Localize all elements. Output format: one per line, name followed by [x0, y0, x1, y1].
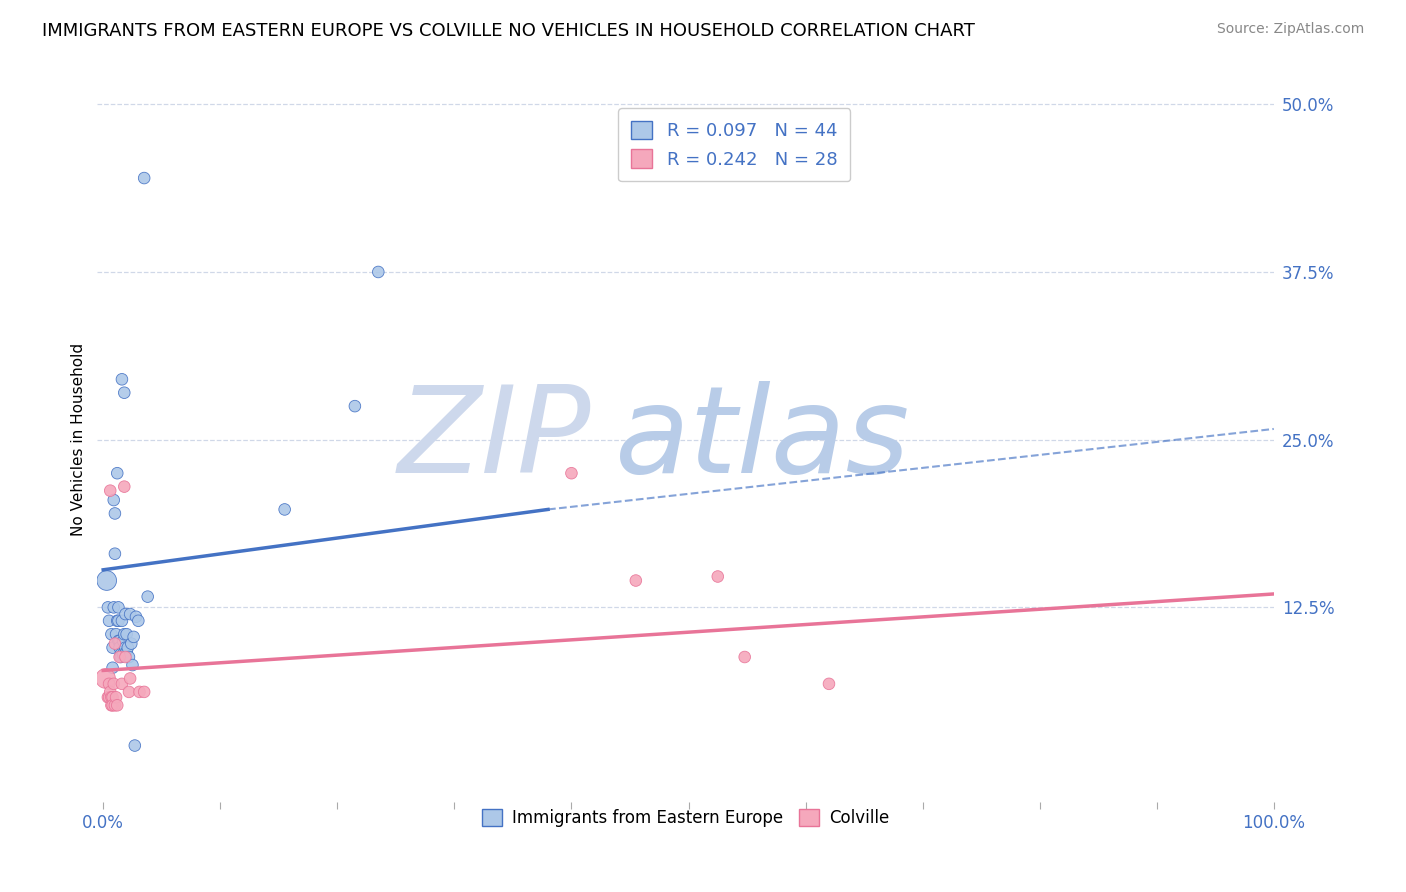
Point	[108, 640, 131, 655]
Text: IMMIGRANTS FROM EASTERN EUROPE VS COLVILLE NO VEHICLES IN HOUSEHOLD CORRELATION : IMMIGRANTS FROM EASTERN EUROPE VS COLVIL…	[42, 22, 974, 40]
Point	[112, 648, 135, 662]
Point	[98, 483, 121, 498]
Point	[111, 614, 134, 628]
Point	[707, 569, 730, 583]
Point	[101, 661, 124, 675]
Point	[115, 645, 138, 659]
Point	[134, 171, 156, 186]
Point	[104, 637, 127, 651]
Point	[127, 614, 149, 628]
Point	[104, 507, 127, 521]
Point	[103, 677, 125, 691]
Point	[112, 634, 135, 648]
Point	[125, 609, 148, 624]
Point	[118, 650, 141, 665]
Y-axis label: No Vehicles in Household: No Vehicles in Household	[72, 343, 86, 536]
Point	[107, 614, 129, 628]
Point	[110, 648, 132, 662]
Point	[105, 690, 128, 705]
Point	[98, 685, 121, 699]
Point	[97, 690, 120, 705]
Point	[104, 547, 127, 561]
Point	[105, 698, 128, 713]
Point	[114, 640, 136, 655]
Point	[111, 372, 134, 386]
Point	[100, 698, 122, 713]
Point	[120, 637, 142, 651]
Text: atlas: atlas	[614, 381, 910, 498]
Point	[734, 650, 756, 665]
Point	[105, 467, 128, 481]
Point	[121, 658, 143, 673]
Point	[136, 590, 159, 604]
Point	[120, 607, 142, 621]
Point	[98, 677, 121, 691]
Point	[112, 480, 135, 494]
Point	[118, 685, 141, 699]
Text: Source: ZipAtlas.com: Source: ZipAtlas.com	[1216, 22, 1364, 37]
Point	[104, 698, 127, 713]
Text: ZIP: ZIP	[398, 381, 592, 498]
Point	[117, 640, 139, 655]
Legend: Immigrants from Eastern Europe, Colville: Immigrants from Eastern Europe, Colville	[475, 802, 896, 833]
Point	[103, 493, 125, 508]
Point	[101, 690, 124, 705]
Point	[97, 600, 120, 615]
Point	[110, 650, 132, 665]
Point	[107, 634, 129, 648]
Point	[367, 265, 389, 279]
Point	[103, 600, 125, 615]
Point	[98, 690, 121, 705]
Point	[98, 614, 121, 628]
Point	[560, 467, 582, 481]
Point	[94, 672, 117, 686]
Point	[100, 627, 122, 641]
Point	[115, 627, 138, 641]
Point	[120, 672, 142, 686]
Point	[101, 698, 124, 713]
Point	[124, 739, 146, 753]
Point	[112, 385, 135, 400]
Point	[343, 399, 366, 413]
Point	[107, 600, 129, 615]
Point	[108, 650, 131, 665]
Point	[100, 690, 122, 705]
Point	[101, 640, 124, 655]
Point	[111, 677, 134, 691]
Point	[105, 614, 128, 628]
Point	[112, 627, 135, 641]
Point	[273, 502, 295, 516]
Point	[624, 574, 647, 588]
Point	[114, 607, 136, 621]
Point	[122, 630, 145, 644]
Point	[105, 627, 128, 641]
Point	[128, 685, 150, 699]
Point	[96, 574, 118, 588]
Point	[134, 685, 156, 699]
Point	[114, 650, 136, 665]
Point	[818, 677, 841, 691]
Point	[108, 634, 131, 648]
